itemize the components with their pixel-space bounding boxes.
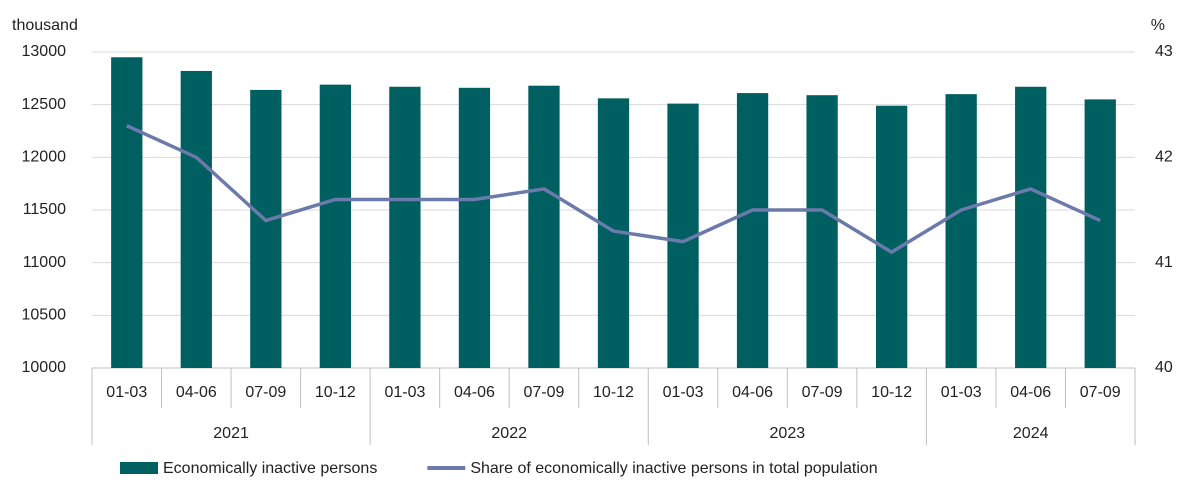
y-tick-label: 10500 xyxy=(22,307,67,324)
y2-tick-label: 40 xyxy=(1155,359,1173,376)
bar xyxy=(945,94,977,368)
x-tick-label: 07-09 xyxy=(802,384,843,401)
x-tick-label: 01-03 xyxy=(941,384,982,401)
bar xyxy=(528,85,560,368)
x-tick-label: 01-03 xyxy=(384,384,425,401)
bar xyxy=(806,95,838,368)
bar xyxy=(1015,86,1047,368)
line xyxy=(126,124,1101,254)
x-tick-label: 01-03 xyxy=(663,384,704,401)
x-tick-label: 07-09 xyxy=(1080,384,1121,401)
bar xyxy=(736,93,769,368)
legend-label: Share of economically inactive persons i… xyxy=(470,460,877,477)
x-tick-label: 04-06 xyxy=(176,384,217,401)
legend-label: Economically inactive persons xyxy=(163,460,377,477)
y-tick-label: 11500 xyxy=(23,201,66,218)
group-label: 2024 xyxy=(1013,425,1049,442)
y2-axis-label: % xyxy=(1151,17,1165,34)
x-tick-label: 04-06 xyxy=(732,384,773,401)
y2-tick-label: 43 xyxy=(1155,43,1173,60)
x-tick-label: 07-09 xyxy=(524,384,565,401)
y2-tick-label: 42 xyxy=(1155,149,1173,166)
bar xyxy=(389,86,421,368)
x-tick-label: 01-03 xyxy=(106,384,147,401)
group-label: 2022 xyxy=(491,425,527,442)
bar xyxy=(111,57,143,369)
x-tick-label: 04-06 xyxy=(454,384,495,401)
x-tick-label: 04-06 xyxy=(1010,384,1051,401)
bar xyxy=(250,89,282,369)
bar xyxy=(875,105,908,368)
group-label: 2021 xyxy=(213,425,249,442)
x-tick-label: 10-12 xyxy=(593,384,634,401)
bar xyxy=(458,87,491,369)
y-axis-label: thousand xyxy=(12,17,78,34)
y-tick-label: 12000 xyxy=(22,149,67,166)
y-tick-label: 10000 xyxy=(22,359,67,376)
y-tick-label: 11000 xyxy=(23,254,66,271)
legend-swatch xyxy=(120,462,158,474)
y-tick-label: 13000 xyxy=(22,43,67,60)
y2-tick-label: 41 xyxy=(1155,254,1173,271)
x-tick-label: 10-12 xyxy=(315,384,356,401)
group-label: 2023 xyxy=(770,425,806,442)
bar xyxy=(1084,99,1116,369)
bar xyxy=(319,84,352,369)
bar xyxy=(180,70,212,369)
x-tick-label: 10-12 xyxy=(871,384,912,401)
y-tick-label: 12500 xyxy=(22,96,67,113)
x-tick-label: 07-09 xyxy=(245,384,286,401)
